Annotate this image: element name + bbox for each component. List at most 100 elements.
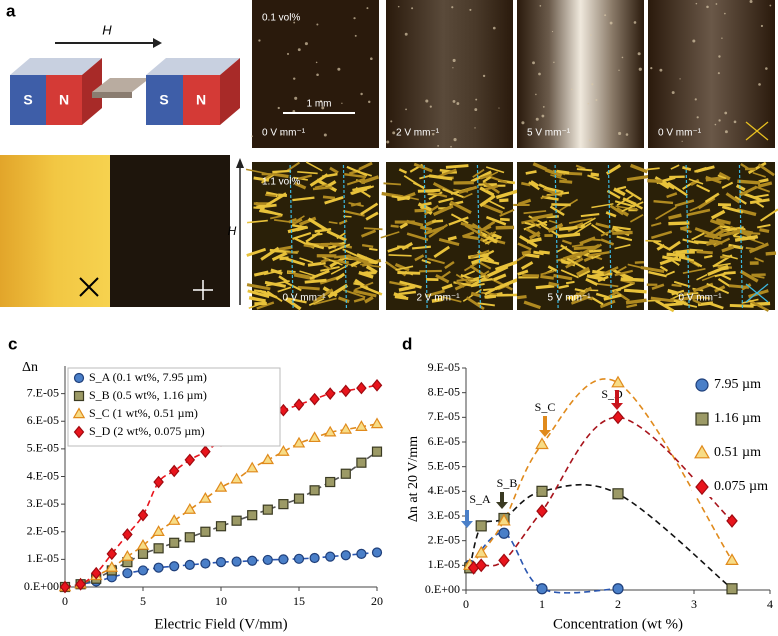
crystal [399, 222, 409, 229]
marker [215, 557, 227, 568]
marker [371, 379, 383, 392]
sample-cell [92, 78, 150, 92]
photo [0, 155, 110, 307]
crystal [413, 181, 425, 189]
crystal [616, 235, 633, 242]
crystal [754, 257, 764, 263]
marker [497, 513, 511, 526]
legend-label: 1.16 µm [714, 411, 761, 426]
crystal [668, 221, 690, 226]
speck [432, 133, 435, 136]
crystal [406, 219, 424, 227]
marker [247, 555, 258, 566]
crystal [353, 282, 364, 286]
speck [316, 23, 319, 26]
crystal [308, 297, 325, 306]
marker [183, 503, 197, 514]
crystal [311, 233, 323, 237]
crystal [568, 217, 593, 224]
crystal [741, 298, 759, 304]
crystal [722, 254, 738, 260]
marker [695, 412, 709, 426]
crystal [699, 295, 711, 300]
crystal [535, 220, 548, 227]
x-tick-label: 15 [293, 594, 305, 608]
voltage-label: 2 V mm⁻¹ [416, 293, 460, 304]
crystal [614, 269, 633, 277]
crystal [294, 181, 307, 190]
crystal [591, 203, 614, 209]
speck [618, 131, 622, 135]
crystal [447, 235, 457, 241]
x-tick-label: 10 [215, 594, 227, 608]
marker [169, 537, 180, 548]
crystal [441, 283, 453, 291]
crystal [413, 162, 433, 173]
crystal [263, 269, 282, 276]
crystal [523, 210, 547, 215]
crystal [703, 254, 713, 259]
crystal [725, 192, 741, 204]
crystal [575, 164, 586, 170]
speck [492, 26, 496, 30]
speck [360, 92, 363, 96]
crystal [495, 189, 518, 200]
marker [695, 378, 709, 392]
crystal [417, 188, 441, 193]
crystal [562, 251, 582, 261]
crystal [759, 228, 770, 234]
crystal [594, 266, 605, 274]
marker [184, 532, 195, 543]
speck [392, 131, 396, 135]
magnet-right: S N [146, 58, 240, 125]
crystal [517, 269, 529, 276]
crystal [444, 260, 455, 270]
crystal [547, 265, 558, 272]
crystal [286, 161, 301, 172]
speck [551, 30, 554, 33]
speck [539, 4, 542, 7]
crystal [438, 168, 457, 178]
crystal [528, 230, 541, 240]
legend-label: S_A (0.1 wt%, 7.95 µm) [89, 370, 207, 384]
magnet-left: S N [10, 58, 102, 125]
crystal [414, 254, 425, 262]
marker [168, 464, 180, 478]
crystal [723, 226, 744, 233]
y-tick-label: 8.E-05 [428, 384, 460, 398]
crystal [612, 230, 633, 235]
crystal [532, 213, 554, 221]
crystal [595, 222, 610, 229]
speck [397, 5, 400, 8]
crystal [399, 280, 422, 289]
crystal [599, 299, 616, 309]
y-tick-label: 5.E-05 [27, 441, 59, 455]
pole-label: N [59, 92, 69, 108]
crystal [735, 184, 746, 192]
crystal [623, 288, 647, 294]
crystal [674, 199, 695, 208]
marker [59, 580, 71, 594]
crystal [499, 217, 510, 222]
marker [278, 499, 289, 510]
crystal [389, 280, 408, 287]
x-tick-label: 2 [615, 597, 621, 611]
crystal [390, 224, 399, 228]
speck [595, 98, 598, 101]
crystal [438, 197, 454, 204]
crystal [350, 256, 368, 268]
crystal [737, 179, 761, 185]
legend-bg [692, 375, 768, 395]
crystal [590, 296, 604, 306]
crystal [265, 192, 287, 207]
marker [324, 387, 336, 400]
crystal [585, 277, 598, 286]
voltage-label: 0 V mm⁻¹ [282, 293, 326, 304]
marker [726, 583, 738, 595]
crystal [296, 225, 308, 232]
speck [692, 39, 696, 43]
marker [323, 425, 337, 437]
speck [714, 123, 717, 126]
crystal [247, 289, 270, 299]
photo [110, 155, 230, 307]
